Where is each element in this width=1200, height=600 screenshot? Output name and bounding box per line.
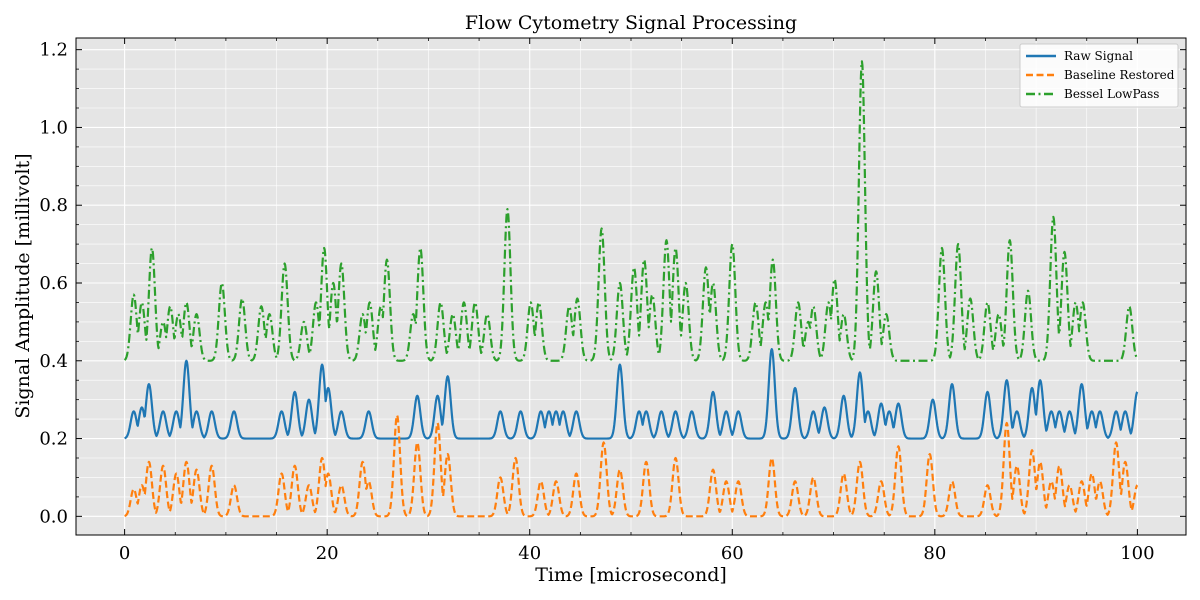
y-tick-label: 1.2 [39, 40, 68, 61]
legend-box [1019, 43, 1179, 108]
tick-labels: 0 20 40 60 80 100 0.0 0.2 0.4 0.6 0.8 1.0 1.2 [39, 40, 1154, 564]
x-tick-label: 60 [721, 543, 744, 564]
series-line-baseline-restored [124, 414, 1139, 518]
legend: Raw Signal Baseline Restored Bessel LowP… [1019, 43, 1179, 108]
y-tick-label: 1.0 [39, 117, 68, 138]
x-axis-label: Time [microsecond] [535, 564, 727, 586]
y-tick-label: 0.0 [39, 506, 68, 527]
y-tick-label: 0.6 [39, 273, 68, 294]
x-tick-label: 80 [923, 543, 946, 564]
x-tick-label: 20 [316, 543, 339, 564]
legend-label-baseline-restored: Baseline Restored [1064, 68, 1175, 82]
series-layer [123, 60, 1139, 518]
y-tick-label: 0.8 [39, 195, 68, 216]
legend-label-bessel-lowpass: Bessel LowPass [1064, 87, 1159, 101]
y-axis-label: Signal Amplitude [millivolt] [12, 153, 34, 418]
y-tick-label: 0.4 [39, 351, 68, 372]
chart-title: Flow Cytometry Signal Processing [465, 12, 797, 34]
legend-label-raw-signal: Raw Signal [1064, 49, 1133, 63]
ticks [76, 38, 1186, 535]
series-line-bessel-lowpass [123, 60, 1139, 362]
y-tick-label: 0.2 [39, 429, 68, 450]
series-line-raw-signal [124, 348, 1139, 440]
x-tick-label: 40 [518, 543, 541, 564]
x-tick-label: 0 [119, 543, 130, 564]
x-tick-label: 100 [1120, 543, 1154, 564]
